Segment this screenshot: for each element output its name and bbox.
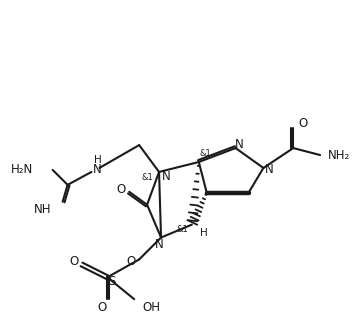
Text: N: N [93,164,102,176]
Text: N: N [235,137,244,151]
Text: H: H [93,155,101,165]
Text: &1: &1 [176,225,188,234]
Text: H: H [200,228,208,238]
Text: S: S [109,275,116,288]
Text: O: O [117,183,126,196]
Text: N: N [265,164,274,176]
Text: O: O [69,255,78,268]
Text: NH: NH [34,203,52,216]
Text: N: N [155,238,163,251]
Text: O: O [127,255,136,268]
Text: H₂N: H₂N [11,164,33,176]
Text: &1: &1 [200,148,212,157]
Text: NH₂: NH₂ [328,148,350,162]
Text: OH: OH [142,301,160,314]
Text: O: O [298,117,307,130]
Text: &1: &1 [141,174,153,182]
Text: N: N [162,170,170,184]
Text: O: O [98,301,107,314]
